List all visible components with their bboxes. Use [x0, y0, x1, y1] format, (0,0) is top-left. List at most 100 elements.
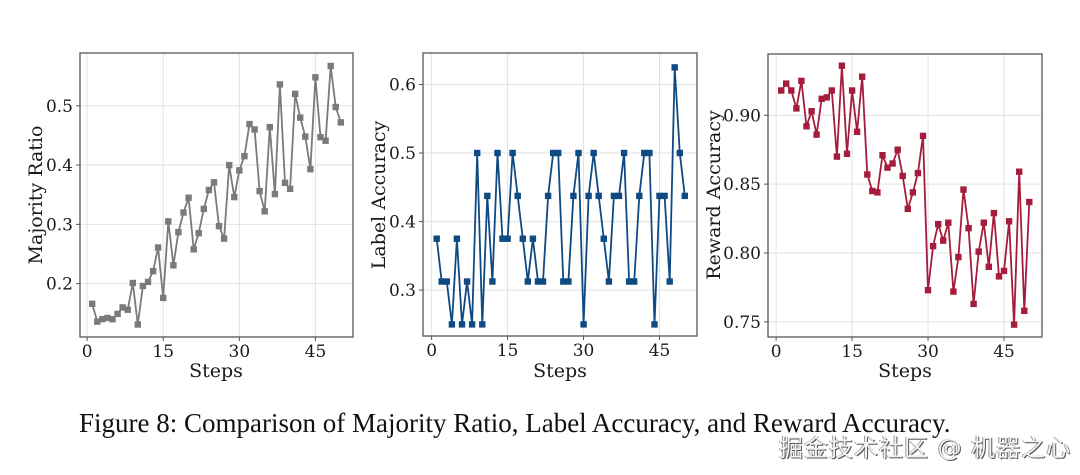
x-tick-label: 45: [993, 342, 1015, 362]
x-tick-label: 30: [917, 342, 939, 362]
data-point: [783, 80, 790, 87]
data-point: [529, 235, 537, 242]
data-point: [615, 192, 623, 200]
data-point: [600, 235, 607, 242]
data-point: [869, 187, 876, 195]
data-point: [565, 278, 572, 285]
data-point: [514, 192, 521, 200]
y-axis-label: Majority Ratio: [25, 126, 47, 265]
data-point: [139, 282, 147, 290]
data-point: [995, 273, 1003, 280]
y-tick-label: 0.90: [723, 106, 761, 126]
data-point: [808, 108, 815, 115]
x-axis-label: Steps: [189, 360, 243, 382]
data-point: [524, 278, 531, 285]
data-point: [970, 300, 977, 308]
data-point: [129, 279, 136, 287]
plot-frame: [767, 53, 1043, 338]
data-point: [463, 278, 471, 285]
data-point: [468, 321, 476, 328]
data-point: [570, 192, 577, 200]
data-point: [210, 179, 218, 186]
x-tick-label: 0: [771, 342, 782, 362]
data-point: [620, 149, 628, 157]
data-point: [555, 149, 562, 157]
data-point: [134, 321, 141, 328]
data-point: [160, 294, 167, 302]
data-point: [940, 237, 947, 244]
data-point: [205, 186, 213, 194]
y-axis-label: Label Accuracy: [368, 120, 390, 269]
data-point: [1010, 321, 1018, 328]
data-point: [889, 160, 896, 167]
data-point: [605, 278, 613, 285]
x-tick-label: 0: [426, 341, 437, 361]
data-point: [560, 278, 567, 285]
data-point: [327, 62, 334, 70]
data-point: [914, 169, 922, 177]
data-point: [256, 187, 263, 195]
data-point: [337, 119, 344, 126]
y-tick-label: 0.6: [389, 76, 416, 96]
data-point: [661, 192, 668, 200]
y-tick-label: 0.2: [46, 275, 73, 295]
data-point: [504, 235, 511, 242]
data-point: [226, 161, 233, 169]
data-point: [1026, 198, 1033, 206]
data-point: [499, 235, 506, 242]
data-point: [681, 192, 688, 200]
data-point: [818, 95, 825, 102]
data-point: [853, 128, 861, 135]
y-tick-label: 0.4: [46, 156, 73, 176]
data-point: [631, 278, 638, 285]
data-point: [109, 316, 116, 323]
data-point: [190, 246, 197, 253]
data-point: [960, 186, 967, 193]
data-point: [843, 150, 851, 157]
data-point: [312, 74, 319, 81]
data-point: [1016, 168, 1023, 175]
data-point: [813, 131, 820, 138]
data-point: [509, 149, 516, 157]
data-point: [955, 253, 962, 261]
x-tick-label: 30: [229, 342, 251, 362]
data-point: [935, 220, 942, 228]
data-point: [950, 288, 957, 295]
data-point: [793, 105, 800, 112]
x-tick-label: 15: [841, 342, 863, 362]
data-point: [271, 190, 279, 198]
series-line: [91, 65, 342, 326]
majority-ratio-chart: 0 15 30 45 0.2 0.3 0.4 0.5 Majority Ratio Steps: [25, 52, 354, 382]
data-point: [453, 235, 461, 242]
data-point: [170, 262, 177, 269]
data-point: [94, 318, 101, 325]
data-point: [874, 189, 881, 196]
data-point: [154, 244, 162, 251]
data-point: [823, 94, 830, 101]
data-point: [656, 192, 663, 200]
data-point: [241, 153, 248, 160]
data-point: [317, 134, 324, 141]
data-point: [929, 242, 937, 250]
data-point: [474, 149, 481, 157]
y-tick-label: 0.3: [389, 281, 416, 301]
data-point: [433, 235, 440, 242]
data-point: [864, 171, 871, 178]
data-point: [585, 192, 592, 200]
data-point: [236, 167, 243, 174]
x-tick-label: 45: [305, 342, 327, 362]
data-point: [443, 278, 450, 285]
data-point: [641, 149, 648, 157]
data-point: [575, 149, 582, 157]
data-point: [479, 321, 486, 328]
data-point: [175, 228, 182, 236]
data-point: [788, 87, 795, 94]
data-point: [646, 149, 653, 157]
data-point: [246, 120, 253, 128]
y-tick-label: 0.3: [46, 215, 73, 235]
data-point: [884, 164, 891, 171]
data-point: [180, 209, 187, 216]
figure-caption: Figure 8: Comparison of Majority Ratio, …: [79, 408, 951, 438]
